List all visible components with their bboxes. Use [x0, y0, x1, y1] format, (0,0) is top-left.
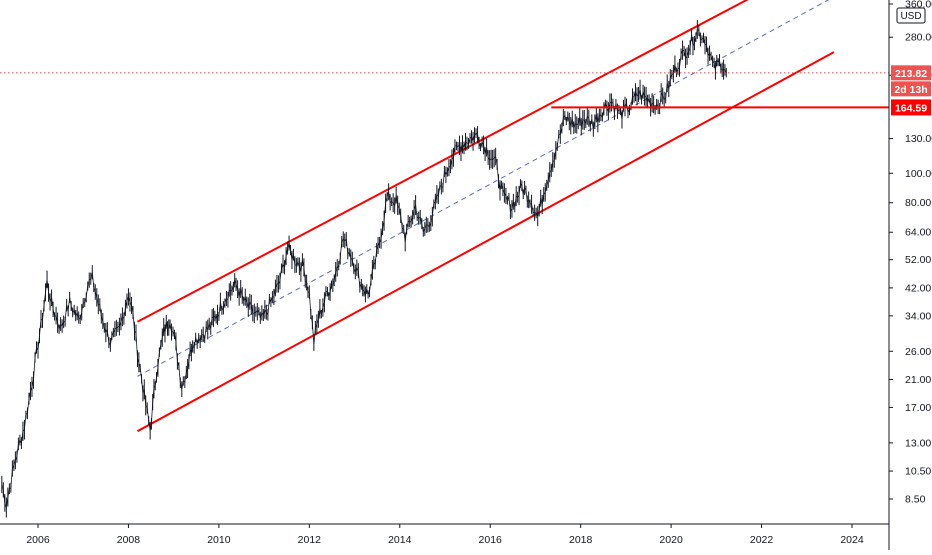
y-tick-label: 21.00 — [905, 374, 931, 386]
x-tick-label: 2018 — [569, 534, 593, 546]
channel-upper-line[interactable] — [137, 0, 752, 323]
level-lines — [0, 72, 889, 109]
x-tick-label: 2014 — [388, 534, 412, 546]
price-line[interactable] — [1, 28, 727, 508]
channel-group — [137, 0, 835, 433]
channel-lower-line[interactable] — [137, 51, 835, 433]
currency-badge[interactable]: USD — [896, 7, 926, 24]
x-tick-label: 2020 — [659, 534, 683, 546]
y-tick-label: 26.00 — [905, 346, 931, 358]
y-tick-label: 80.00 — [905, 197, 931, 209]
y-tick-label: 360.00 — [905, 0, 932, 11]
y-tick-label: 52.00 — [905, 254, 931, 266]
price-series — [1, 19, 727, 518]
y-tick-label: 64.00 — [905, 227, 931, 239]
support-level-tag[interactable]: 164.59 — [891, 99, 931, 116]
support-level-label: 164.59 — [895, 102, 927, 114]
y-tick-label: 42.00 — [905, 282, 931, 294]
x-tick-label: 2016 — [479, 534, 503, 546]
channel-midline[interactable] — [137, 0, 833, 377]
y-tick-label: 13.00 — [905, 437, 931, 449]
x-tick-label: 2024 — [840, 534, 864, 546]
y-tick-label: 8.50 — [905, 494, 926, 506]
x-tick-label: 2008 — [117, 534, 141, 546]
y-tick-label: 10.50 — [905, 466, 931, 478]
y-tick-label: 100.00 — [905, 168, 932, 180]
x-tick-label: 2012 — [298, 534, 322, 546]
y-tick-label: 17.00 — [905, 402, 931, 414]
x-tick-label: 2022 — [750, 534, 774, 546]
currency-label: USD — [900, 11, 921, 22]
bar-countdown-label: 2d 13h — [894, 84, 927, 96]
current-price-tag[interactable]: 213.82 2d 13h — [891, 65, 931, 97]
current-price-label: 213.82 — [895, 68, 927, 80]
y-tick-label: 130.00 — [905, 133, 932, 145]
y-tick-label: 34.00 — [905, 310, 931, 322]
x-tick-label: 2010 — [207, 534, 231, 546]
x-axis-ticks[interactable]: 2006 2008 2010 2012 2014 2016 2018 2020 2022 2024 — [26, 524, 864, 546]
y-tick-label: 280.00 — [905, 32, 932, 44]
x-tick-label: 2006 — [26, 534, 50, 546]
